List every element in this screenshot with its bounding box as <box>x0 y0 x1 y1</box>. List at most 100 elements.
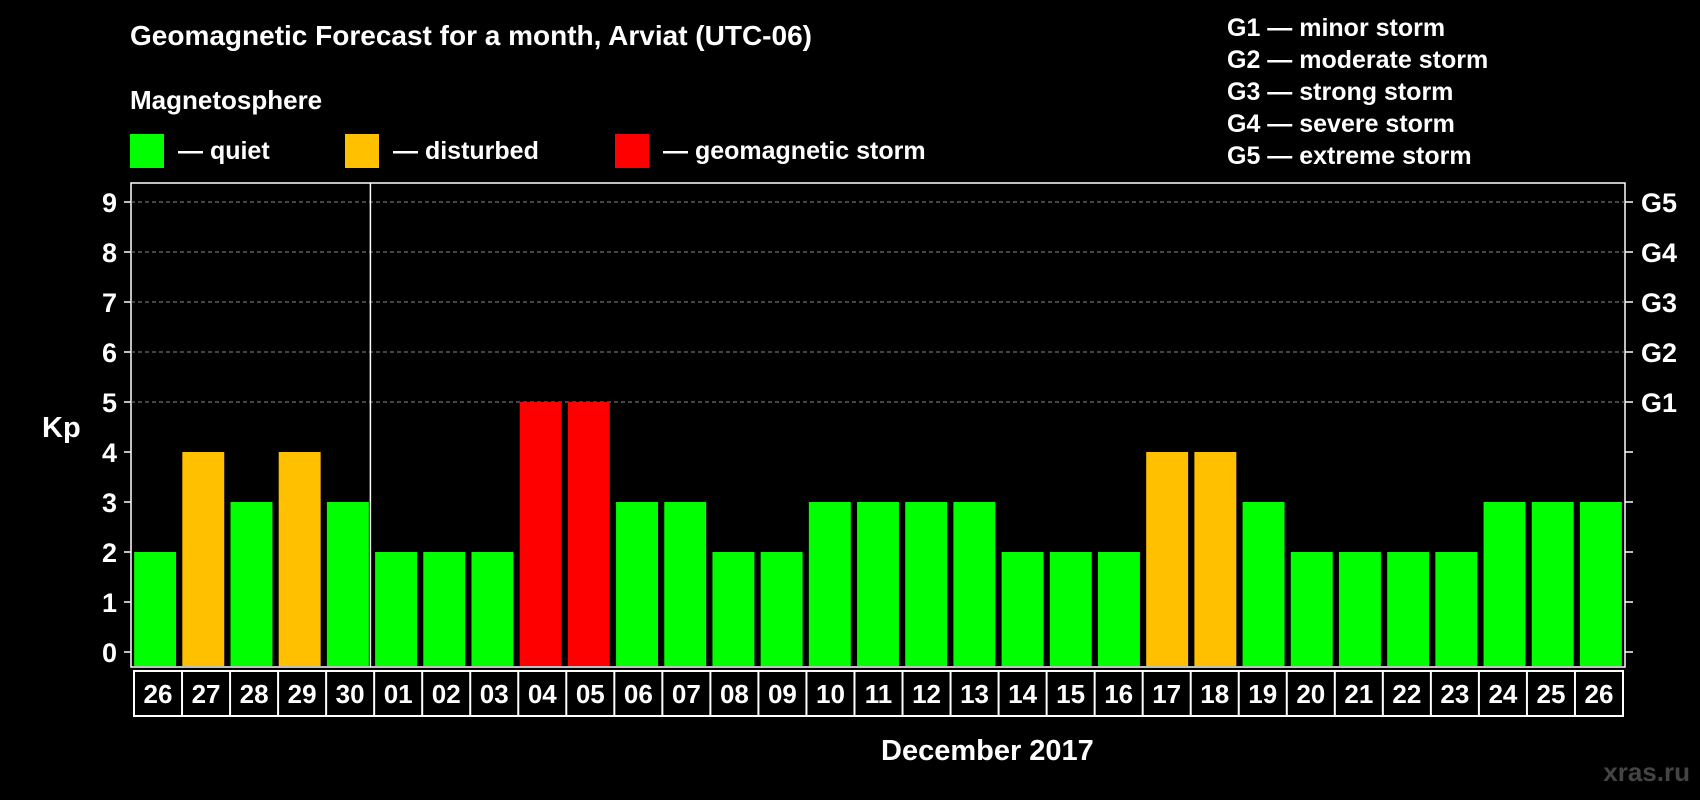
storm-scale-legend: G1 — minor storm G2 — moderate storm G3 … <box>1227 12 1488 172</box>
bar-16 <box>1098 552 1140 666</box>
y-tick-label: 0 <box>102 638 117 668</box>
right-axis-label-g1: G1 <box>1641 388 1677 418</box>
legend-label-quiet: — quiet <box>178 136 270 165</box>
x-tick-label: 19 <box>1248 679 1277 709</box>
y-tick-label: 5 <box>102 388 117 418</box>
x-tick-label: 17 <box>1152 679 1181 709</box>
legend-item-quiet: — quiet <box>130 134 270 168</box>
x-tick-label: 16 <box>1104 679 1133 709</box>
bar-12 <box>905 502 948 666</box>
bar-06 <box>616 502 658 666</box>
x-tick-label: 14 <box>1008 679 1037 709</box>
x-tick-label: 15 <box>1056 679 1085 709</box>
bar-20 <box>1290 552 1333 666</box>
bar-21 <box>1338 552 1381 666</box>
x-tick-label: 26 <box>1585 679 1614 709</box>
x-tick-label: 08 <box>720 679 749 709</box>
x-tick-label: 13 <box>960 679 989 709</box>
x-tick-label: 27 <box>192 679 221 709</box>
bar-14 <box>1001 552 1044 666</box>
bar-28 <box>230 502 273 666</box>
plot-frame <box>130 182 1626 668</box>
x-tick-label: 03 <box>480 679 509 709</box>
bar-24 <box>1483 502 1526 666</box>
bar-07 <box>664 502 707 666</box>
date-row <box>133 670 1624 717</box>
x-tick-label: 05 <box>576 679 605 709</box>
storm-scale-g3: G3 — strong storm <box>1227 78 1454 106</box>
x-tick-label: 18 <box>1200 679 1229 709</box>
bar-15 <box>1049 552 1092 666</box>
bar-25 <box>1531 502 1574 666</box>
x-tick-label: 28 <box>240 679 269 709</box>
right-axis-label-g5: G5 <box>1641 188 1677 218</box>
bar-26 <box>134 552 177 666</box>
y-tick-label: 2 <box>102 538 117 568</box>
chart-title: Geomagnetic Forecast for a month, Arviat… <box>130 20 812 51</box>
watermark: xras.ru <box>1603 757 1690 787</box>
bar-11 <box>857 502 899 666</box>
x-tick-label: 07 <box>672 679 701 709</box>
bar-04 <box>519 402 562 666</box>
x-tick-label: 22 <box>1392 679 1421 709</box>
x-axis-label: December 2017 <box>881 735 1094 767</box>
bar-13 <box>953 502 996 666</box>
x-tick-label: 10 <box>816 679 845 709</box>
x-tick-label: 25 <box>1536 679 1565 709</box>
disturbed-swatch <box>345 134 379 168</box>
bar-05 <box>567 402 610 666</box>
bar-09 <box>760 552 803 666</box>
legend-item-disturbed: — disturbed <box>345 134 539 168</box>
x-tick-label: 24 <box>1488 679 1517 709</box>
x-tick-label: 23 <box>1440 679 1469 709</box>
storm-swatch <box>615 134 649 168</box>
y-tick-label: 3 <box>102 488 117 518</box>
bar-17 <box>1146 452 1189 666</box>
bar-01 <box>375 552 418 666</box>
bar-23 <box>1435 552 1478 666</box>
y-tick-label: 8 <box>102 238 117 268</box>
bar-27 <box>182 452 225 666</box>
storm-scale-g1: G1 — minor storm <box>1227 14 1446 42</box>
right-axis-label-g2: G2 <box>1641 338 1677 368</box>
storm-scale-g4: G4 — severe storm <box>1227 110 1455 138</box>
x-tick-label: 20 <box>1296 679 1325 709</box>
x-tick-label: 21 <box>1344 679 1373 709</box>
quiet-swatch <box>130 134 164 168</box>
bar-26 <box>1579 502 1622 666</box>
x-tick-label: 06 <box>624 679 653 709</box>
bar-03 <box>471 552 514 666</box>
x-tick-label: 26 <box>144 679 173 709</box>
bar-10 <box>808 502 851 666</box>
bar-18 <box>1194 452 1237 666</box>
y-tick-label: 6 <box>102 338 117 368</box>
right-axis-label-g3: G3 <box>1641 288 1677 318</box>
bar-02 <box>423 552 466 666</box>
bar-22 <box>1387 552 1430 666</box>
bar-08 <box>712 552 755 666</box>
legend-label-disturbed: — disturbed <box>393 136 539 165</box>
x-tick-label: 11 <box>865 679 893 709</box>
bar-30 <box>326 502 369 666</box>
legend-heading: Magnetosphere <box>130 85 323 115</box>
x-tick-label: 30 <box>336 679 365 709</box>
x-tick-label: 29 <box>288 679 317 709</box>
x-tick-label: 01 <box>384 679 413 709</box>
y-tick-label: 1 <box>102 588 117 618</box>
x-tick-label: 02 <box>432 679 461 709</box>
bar-29 <box>278 452 321 666</box>
y-tick-label: 4 <box>102 438 117 468</box>
storm-scale-g5: G5 — extreme storm <box>1227 142 1472 170</box>
bar-19 <box>1242 502 1285 666</box>
y-axis-label: Kp <box>42 412 81 444</box>
storm-scale-g2: G2 — moderate storm <box>1227 46 1489 74</box>
right-axis-label-g4: G4 <box>1641 238 1677 268</box>
x-tick-label: 09 <box>768 679 797 709</box>
y-tick-label: 7 <box>102 288 117 318</box>
x-tick-label: 04 <box>528 679 557 709</box>
legend-item-storm: — geomagnetic storm <box>615 134 926 168</box>
y-tick-label: 9 <box>102 188 117 218</box>
x-tick-label: 12 <box>912 679 941 709</box>
legend-label-storm: — geomagnetic storm <box>663 136 926 165</box>
